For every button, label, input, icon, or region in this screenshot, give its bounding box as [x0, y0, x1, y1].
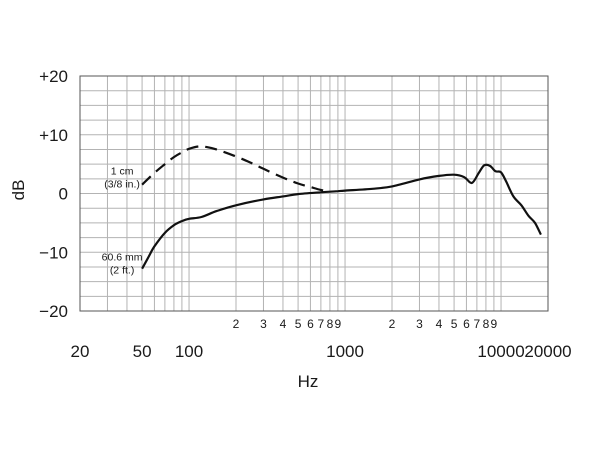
- x-tick-label: 10000: [477, 342, 524, 361]
- x-minor-tick-label: 6: [463, 317, 470, 331]
- x-minor-tick-label: 3: [416, 317, 423, 331]
- x-tick-label: 20: [71, 342, 90, 361]
- series-label-line2: (2 ft.): [110, 265, 135, 277]
- x-minor-tick-label: 4: [280, 317, 287, 331]
- grid: [79, 75, 549, 312]
- series-1cm-line: [141, 145, 331, 193]
- x-minor-tick-label: 4: [436, 317, 443, 331]
- series-group: [141, 145, 542, 270]
- y-tick-label: +20: [39, 67, 68, 86]
- x-minor-tick-label: 3: [260, 317, 267, 331]
- y-tick-labels: +20 +10 0 −10 −20: [39, 67, 68, 321]
- series-label-line1: 60.6 mm: [102, 252, 143, 264]
- x-minor-tick-label: 9: [335, 317, 342, 331]
- y-axis-label: dB: [9, 180, 28, 201]
- x-minor-tick-label: 8: [483, 317, 490, 331]
- x-tick-labels: 20 50 100 1000 10000 20000: [71, 342, 572, 361]
- x-minor-tick-label: 5: [295, 317, 302, 331]
- series-label-line2: (3/8 in.): [104, 179, 140, 191]
- x-tick-label: 50: [133, 342, 152, 361]
- y-tick-label: −20: [39, 302, 68, 321]
- series-label-line1: 1 cm: [111, 166, 134, 178]
- y-tick-label: +10: [39, 126, 68, 145]
- x-tick-label: 1000: [326, 342, 364, 361]
- x-minor-tick-label: 2: [233, 317, 240, 331]
- y-tick-label: −10: [39, 243, 68, 262]
- x-minor-tick-label: 7: [318, 317, 325, 331]
- x-tick-label: 100: [175, 342, 203, 361]
- x-minor-tick-label: 2: [389, 317, 396, 331]
- x-axis-label: Hz: [298, 372, 319, 391]
- series-60mm-line: [141, 163, 542, 270]
- x-minor-tick-label: 9: [491, 317, 498, 331]
- series-labels: 1 cm(3/8 in.) 60.6 mm(2 ft.): [102, 166, 143, 277]
- x-minor-tick-label: 8: [327, 317, 334, 331]
- x-tick-label: 20000: [524, 342, 571, 361]
- plot-border: [79, 75, 549, 312]
- y-tick-label: 0: [59, 185, 68, 204]
- x-minor-tick-label: 5: [451, 317, 458, 331]
- x-minor-tick-label: 7: [474, 317, 481, 331]
- x-minor-tick-label: 6: [307, 317, 314, 331]
